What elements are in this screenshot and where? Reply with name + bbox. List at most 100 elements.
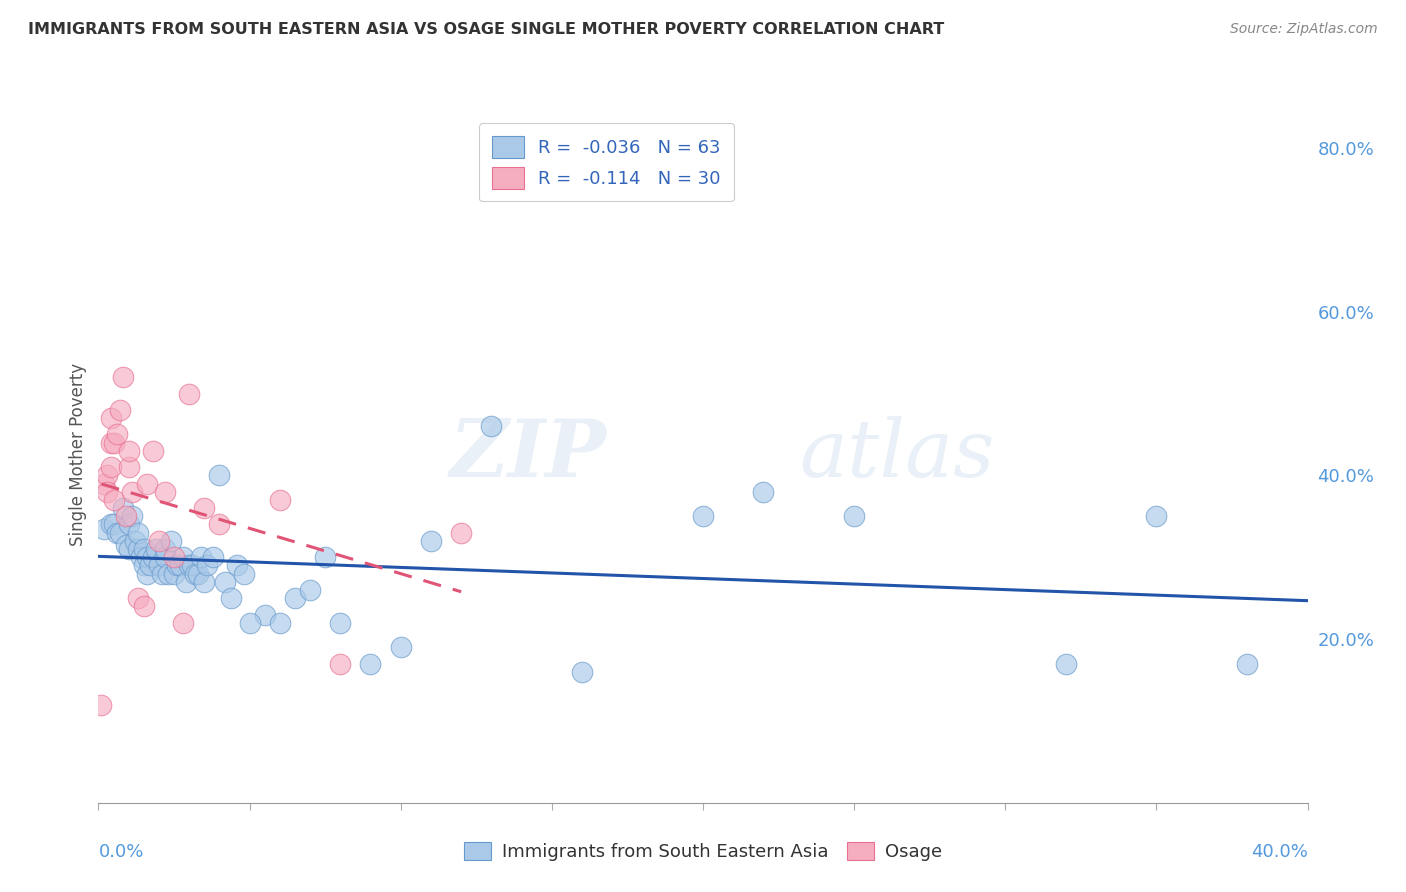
Point [100,435,122,450]
Text: IMMIGRANTS FROM SOUTH EASTERN ASIA VS OSAGE SINGLE MOTHER POVERTY CORRELATION CH: IMMIGRANTS FROM SOUTH EASTERN ASIA VS OS… [28,22,945,37]
Point [121,484,143,499]
Point [193,501,215,516]
Point [221,591,243,606]
Point [111,501,134,516]
Point [118,460,141,475]
Point [163,566,186,581]
Point [195,558,218,573]
Point [129,550,152,565]
Point [108,525,131,540]
Point [111,370,134,384]
Point [100,411,122,425]
Point [284,591,307,606]
Point [150,566,173,581]
Point [100,460,122,475]
Point [114,509,136,524]
Point [181,558,204,573]
Point [96,484,118,499]
Legend: Immigrants from South Eastern Asia, Osage: Immigrants from South Eastern Asia, Osag… [456,833,950,871]
Text: 0.0%: 0.0% [98,843,143,861]
Point [752,484,775,499]
Point [93,476,115,491]
Point [208,468,231,483]
Point [148,533,170,548]
Point [153,542,176,557]
Point [329,657,352,671]
Point [160,533,183,548]
Point [118,443,141,458]
Text: 40.0%: 40.0% [1251,843,1308,861]
Point [314,550,336,565]
Point [481,419,503,434]
Point [190,550,212,565]
Y-axis label: Single Mother Poverty: Single Mother Poverty [69,363,87,547]
Point [202,550,225,565]
Point [329,615,352,630]
Point [108,403,131,417]
Point [239,615,262,630]
Point [253,607,276,622]
Point [420,533,443,548]
Point [105,525,128,540]
Point [166,558,188,573]
Text: atlas: atlas [800,417,995,493]
Point [179,386,201,401]
Point [214,574,236,589]
Point [153,550,176,565]
Point [118,517,141,532]
Point [90,698,112,712]
Point [142,443,165,458]
Point [127,525,149,540]
Point [184,566,207,581]
Point [389,640,412,655]
Point [114,538,136,552]
Text: ZIP: ZIP [450,417,606,493]
Point [692,509,714,524]
Point [132,558,155,573]
Point [163,550,186,565]
Point [1144,509,1167,524]
Point [139,558,162,573]
Point [132,542,155,557]
Point [142,550,165,565]
Point [103,435,125,450]
Point [269,492,291,507]
Point [132,599,155,614]
Point [93,522,115,536]
Point [172,550,194,565]
Point [148,558,170,573]
Point [174,574,197,589]
Point [187,566,209,581]
Point [105,427,128,442]
Point [172,615,194,630]
Point [450,525,472,540]
Point [127,542,149,557]
Point [208,517,231,532]
Point [135,476,157,491]
Point [1054,657,1077,671]
Point [103,492,125,507]
Point [103,517,125,532]
Point [153,484,176,499]
Point [121,509,143,524]
Point [299,582,322,597]
Point [169,558,191,573]
Point [360,657,382,671]
Point [145,542,167,557]
Point [135,566,157,581]
Point [100,517,122,532]
Point [571,665,593,679]
Point [179,558,201,573]
Point [127,591,149,606]
Point [269,615,291,630]
Point [226,558,249,573]
Point [844,509,866,524]
Point [156,566,179,581]
Point [232,566,254,581]
Text: Source: ZipAtlas.com: Source: ZipAtlas.com [1230,22,1378,37]
Point [1236,657,1258,671]
Point [193,574,215,589]
Point [96,468,118,483]
Point [135,550,157,565]
Point [118,542,141,557]
